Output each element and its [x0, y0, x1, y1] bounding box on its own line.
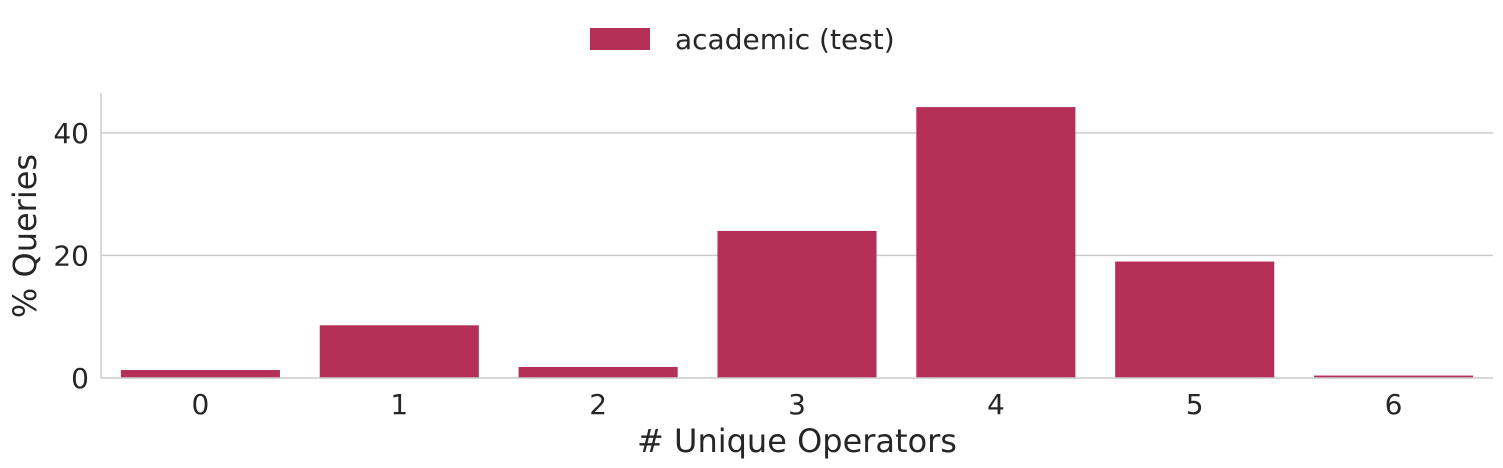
x-tick-labels: 0 1 2 3 4 5 6	[192, 388, 1403, 421]
y-tick-label: 0	[71, 362, 89, 395]
legend: academic (test)	[590, 23, 895, 56]
legend-swatch	[590, 28, 650, 50]
bar	[1314, 375, 1474, 378]
x-tick-label: 2	[589, 388, 607, 421]
axes	[100, 93, 1493, 379]
x-tick-label: 0	[192, 388, 210, 421]
y-axis-label: % Queries	[6, 154, 44, 318]
bar	[120, 370, 280, 378]
x-tick-label: 1	[390, 388, 408, 421]
bar	[916, 107, 1076, 378]
bars	[120, 107, 1474, 378]
x-tick-label: 6	[1385, 388, 1403, 421]
x-tick-label: 4	[987, 388, 1005, 421]
y-tick-labels: 0 20 40	[53, 117, 89, 395]
bar	[1115, 261, 1275, 378]
y-tick-label: 40	[53, 117, 89, 150]
bar	[717, 230, 877, 378]
bar	[319, 325, 479, 378]
x-tick-label: 3	[788, 388, 806, 421]
x-axis-label: # Unique Operators	[637, 422, 957, 460]
bar	[518, 366, 678, 378]
legend-label: academic (test)	[675, 23, 895, 56]
x-tick-label: 5	[1186, 388, 1204, 421]
y-tick-label: 20	[53, 239, 89, 272]
